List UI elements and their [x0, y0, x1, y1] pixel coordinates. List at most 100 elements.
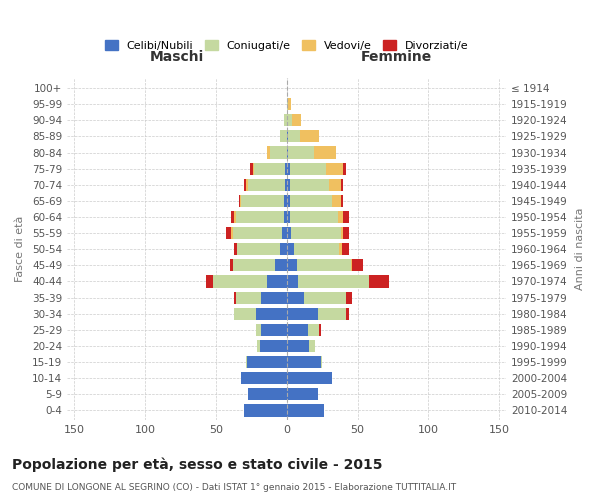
Bar — [256, 324, 261, 336]
Bar — [338, 211, 343, 223]
Bar — [346, 292, 352, 304]
Text: COMUNE DI LONGONE AL SEGRINO (CO) - Dati ISTAT 1° gennaio 2015 - Elaborazione TU: COMUNE DI LONGONE AL SEGRINO (CO) - Dati… — [12, 482, 456, 492]
Bar — [247, 356, 287, 368]
Bar — [233, 260, 275, 272]
Bar — [235, 308, 256, 320]
Bar — [284, 195, 287, 207]
Bar — [343, 211, 349, 223]
Bar — [299, 130, 319, 142]
Bar — [284, 211, 287, 223]
Legend: Celibi/Nubili, Coniugati/e, Vedovi/e, Divorziati/e: Celibi/Nubili, Coniugati/e, Vedovi/e, Di… — [100, 36, 473, 56]
Bar — [326, 162, 343, 174]
Bar — [287, 276, 298, 287]
Bar — [287, 356, 321, 368]
Y-axis label: Anni di nascita: Anni di nascita — [575, 208, 585, 290]
Bar — [237, 243, 280, 256]
Bar — [287, 243, 294, 256]
Bar — [342, 243, 349, 256]
Bar — [239, 195, 240, 207]
Bar — [310, 340, 315, 352]
Bar — [298, 276, 369, 287]
Bar — [290, 211, 338, 223]
Bar — [308, 324, 319, 336]
Bar — [287, 260, 296, 272]
Bar — [283, 227, 287, 239]
Bar — [270, 146, 287, 158]
Bar — [332, 195, 341, 207]
Bar — [235, 211, 236, 223]
Bar — [226, 227, 232, 239]
Bar — [261, 324, 287, 336]
Bar — [287, 114, 292, 126]
Bar — [321, 356, 322, 368]
Bar — [290, 162, 326, 174]
Bar — [288, 130, 299, 142]
Bar — [287, 227, 291, 239]
Bar — [236, 211, 284, 223]
Bar — [287, 372, 332, 384]
Bar — [232, 211, 235, 223]
Bar — [290, 195, 332, 207]
Text: Maschi: Maschi — [150, 50, 204, 64]
Bar — [290, 178, 329, 191]
Bar — [236, 292, 261, 304]
Bar — [343, 162, 346, 174]
Bar — [245, 356, 247, 368]
Bar — [230, 260, 233, 272]
Bar — [248, 388, 287, 400]
Bar — [240, 195, 241, 207]
Bar — [287, 162, 290, 174]
Bar — [245, 178, 248, 191]
Bar — [287, 130, 288, 142]
Bar — [291, 227, 341, 239]
Bar — [350, 260, 352, 272]
Bar — [241, 372, 287, 384]
Bar — [294, 243, 339, 256]
Bar — [275, 260, 287, 272]
Bar — [287, 388, 318, 400]
Bar — [319, 324, 321, 336]
Bar — [287, 98, 288, 110]
Bar — [267, 146, 270, 158]
Bar — [352, 260, 363, 272]
Bar — [260, 340, 287, 352]
Text: Popolazione per età, sesso e stato civile - 2015: Popolazione per età, sesso e stato civil… — [12, 458, 383, 472]
Bar — [343, 227, 349, 239]
Bar — [292, 114, 301, 126]
Bar — [254, 162, 286, 174]
Bar — [241, 195, 284, 207]
Bar — [280, 130, 287, 142]
Bar — [257, 340, 260, 352]
Bar — [244, 404, 287, 416]
Bar — [206, 276, 213, 287]
Bar — [287, 195, 290, 207]
Bar — [287, 308, 318, 320]
Bar — [288, 98, 291, 110]
Bar — [369, 276, 389, 287]
Bar — [287, 292, 304, 304]
Bar — [287, 211, 290, 223]
Bar — [314, 146, 337, 158]
Bar — [248, 178, 286, 191]
Y-axis label: Fasce di età: Fasce di età — [15, 216, 25, 282]
Bar — [341, 178, 343, 191]
Bar — [261, 292, 287, 304]
Bar — [287, 340, 310, 352]
Bar — [250, 162, 253, 174]
Bar — [329, 178, 341, 191]
Bar — [341, 227, 343, 239]
Bar — [341, 195, 343, 207]
Bar — [232, 227, 233, 239]
Bar — [288, 146, 314, 158]
Bar — [296, 260, 350, 272]
Bar — [304, 292, 346, 304]
Bar — [253, 162, 254, 174]
Bar — [339, 243, 342, 256]
Bar — [235, 243, 237, 256]
Bar — [244, 178, 245, 191]
Text: Femmine: Femmine — [361, 50, 432, 64]
Bar — [267, 276, 287, 287]
Bar — [213, 276, 267, 287]
Bar — [284, 114, 287, 126]
Bar — [286, 178, 287, 191]
